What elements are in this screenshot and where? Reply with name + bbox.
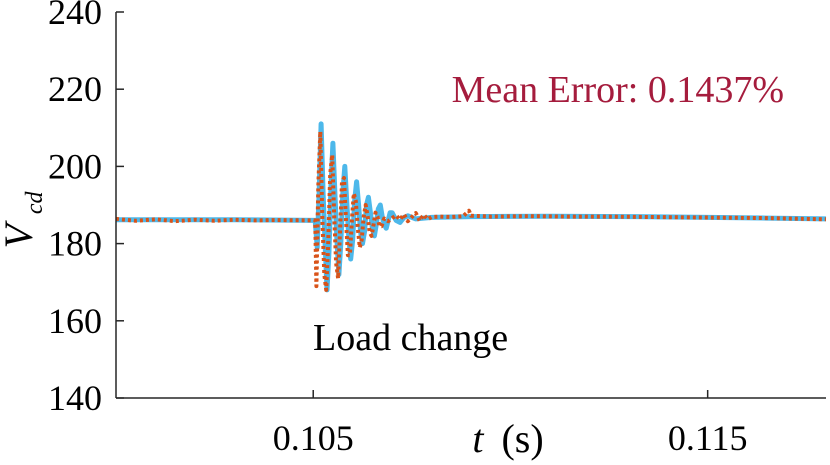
y-tick-label: 140 — [48, 378, 102, 418]
series-line-solid — [116, 121, 827, 293]
y-axis-subscript: cd — [22, 190, 48, 214]
y-tick-label: 200 — [48, 146, 102, 186]
y-axis-symbol: V — [0, 220, 41, 249]
ticks: 140 160 180 200 220 240 0.105 0.115 — [48, 0, 748, 458]
y-tick-label: 220 — [48, 69, 102, 109]
x-tick-label: 0.105 — [273, 418, 354, 458]
mean-error-annotation: Mean Error: 0.1437% — [452, 69, 784, 111]
x-axis-label: t (s) — [472, 416, 543, 461]
y-tick-label: 180 — [48, 224, 102, 264]
load-change-annotation: Load change — [313, 317, 508, 359]
x-tick-label: 0.115 — [668, 418, 748, 458]
y-tick-label: 240 — [48, 0, 102, 32]
x-axis-unit: (s) — [501, 416, 543, 461]
y-axis-label: V cd — [0, 190, 48, 248]
y-tick-label: 160 — [48, 301, 102, 341]
series-line-dotted — [115, 129, 827, 292]
x-axis-variable: t — [472, 416, 484, 461]
plot-area — [115, 121, 827, 293]
